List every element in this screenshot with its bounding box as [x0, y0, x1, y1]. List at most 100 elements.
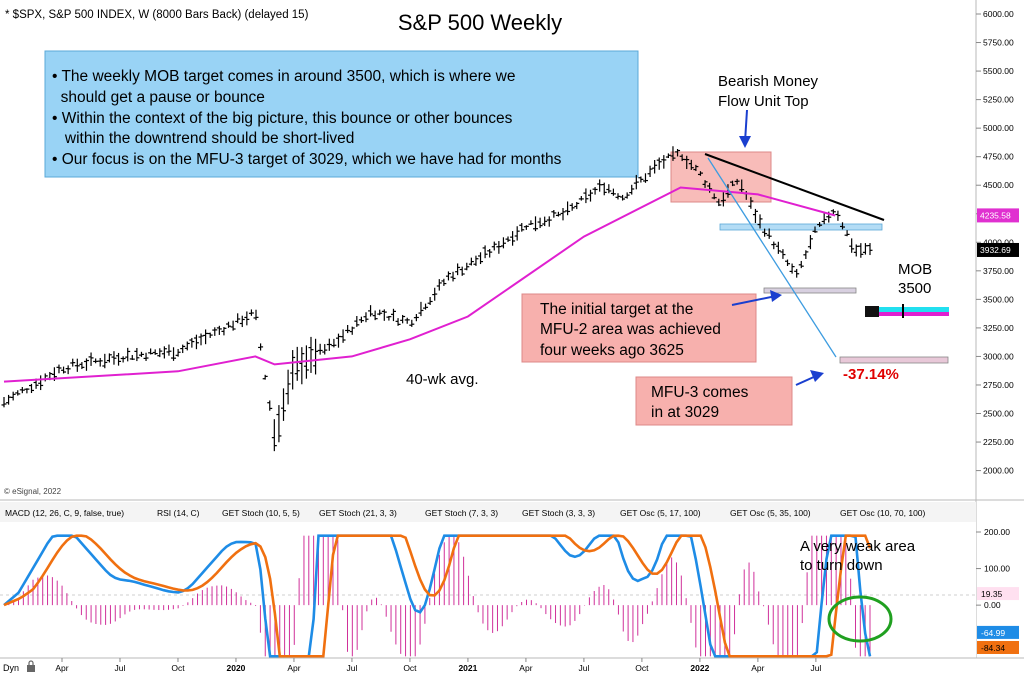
- time-tick-label: Jul: [810, 663, 821, 673]
- mfu3-text: MFU-3 comes: [651, 384, 749, 401]
- price-bar: [661, 155, 667, 169]
- commentary-box: [44, 50, 639, 178]
- macd-tick-label: 0.00: [984, 600, 1001, 610]
- tab-macd[interactable]: MACD (12, 26, C, 9, false, true): [5, 508, 124, 518]
- price-bar: [10, 391, 16, 401]
- price-bar: [473, 255, 479, 266]
- price-bar: [766, 228, 772, 239]
- price-bar: [285, 369, 291, 405]
- price-bar: [546, 216, 552, 227]
- price-bar: [326, 338, 332, 351]
- price-bar: [739, 179, 745, 194]
- price-bar: [331, 338, 337, 348]
- price-bar: [697, 171, 703, 176]
- svg-text:GET Osc (5, 17, 100): GET Osc (5, 17, 100): [620, 508, 701, 518]
- price-bar: [207, 332, 213, 338]
- price-bar: [830, 209, 836, 215]
- tab-osc-10-70[interactable]: GET Osc (10, 70, 100): [840, 508, 926, 518]
- price-bar: [670, 146, 676, 161]
- value-badge: [977, 208, 1019, 223]
- time-tick-label: 2022: [690, 663, 709, 673]
- ma-label: 40-wk avg.: [406, 371, 479, 388]
- price-bar: [450, 271, 456, 282]
- price-bar: [441, 278, 447, 286]
- price-bar: [487, 249, 493, 258]
- price-bar: [844, 230, 850, 237]
- price-bar: [166, 344, 172, 356]
- price-bar: [386, 315, 392, 321]
- price-bar: [235, 313, 241, 324]
- price-bar: [244, 311, 250, 326]
- price-bar: [19, 387, 25, 394]
- tab-rsi[interactable]: RSI (14, C): [157, 508, 200, 518]
- price-bar: [505, 236, 511, 242]
- price-bar: [798, 260, 804, 269]
- price-bar: [427, 297, 433, 305]
- price-bar: [271, 419, 277, 452]
- price-bar: [482, 245, 488, 259]
- tab-osc-5-17[interactable]: GET Osc (5, 17, 100): [620, 508, 701, 518]
- time-tick-label: Oct: [171, 663, 185, 673]
- svg-text:GET Stoch (3, 3, 3): GET Stoch (3, 3, 3): [522, 508, 595, 518]
- price-bar: [111, 351, 117, 365]
- bullet-line: • Within the context of the big picture,…: [52, 110, 513, 127]
- price-bar: [24, 388, 30, 394]
- price-bar: [134, 347, 140, 362]
- price-bar: [647, 165, 653, 177]
- price-tick-label: 3500.00: [983, 294, 1014, 304]
- price-bar: [106, 353, 112, 363]
- mfu3-level-band: [839, 356, 949, 364]
- indicator-tabs: MACD (12, 26, C, 9, false, true) RSI (14…: [0, 502, 976, 522]
- price-bar: [684, 155, 690, 170]
- price-bar: [464, 262, 470, 271]
- tab-stoch-3-3-3[interactable]: GET Stoch (3, 3, 3): [522, 508, 595, 518]
- price-bar: [184, 341, 190, 351]
- time-axis-bar: [0, 658, 1024, 678]
- price-tick-label: 2250.00: [983, 437, 1014, 447]
- time-tick-label: 2020: [227, 663, 246, 673]
- price-bar: [702, 180, 708, 188]
- price-bar: [102, 353, 108, 369]
- value-badge-label: 3932.69: [980, 245, 1011, 255]
- price-bar: [294, 346, 300, 381]
- tab-bar: [0, 502, 976, 522]
- macd-badge: [977, 640, 1019, 654]
- price-tick-label: 4500.00: [983, 180, 1014, 190]
- price-bar: [752, 208, 758, 224]
- tab-osc-5-35[interactable]: GET Osc (5, 35, 100): [730, 508, 811, 518]
- price-bar: [734, 178, 740, 185]
- macd-line: [3, 534, 872, 658]
- price-bar: [79, 362, 85, 370]
- price-bar: [601, 182, 607, 196]
- tab-stoch-7-3-3[interactable]: GET Stoch (7, 3, 3): [425, 508, 498, 518]
- price-bar: [519, 223, 525, 232]
- price-bar: [445, 271, 451, 281]
- lock-icon[interactable]: [27, 660, 35, 672]
- initial-target-box: [521, 293, 757, 363]
- price-bar: [569, 203, 575, 211]
- price-tick-label: 5500.00: [983, 66, 1014, 76]
- price-bar: [372, 310, 378, 321]
- price-bar: [157, 348, 163, 358]
- price-bar: [523, 225, 529, 230]
- price-tick-label: 3000.00: [983, 351, 1014, 361]
- price-bar: [248, 309, 254, 316]
- price-bar: [652, 160, 658, 174]
- tab-stoch-21-3-3[interactable]: GET Stoch (21, 3, 3): [319, 508, 397, 518]
- price-bar: [38, 375, 44, 391]
- price-bar: [514, 226, 520, 241]
- time-tick-label: Apr: [519, 663, 532, 673]
- price-bar: [143, 352, 149, 361]
- price-tick-label: 2000.00: [983, 466, 1014, 476]
- price-bar: [812, 226, 818, 233]
- time-tick-label: Apr: [287, 663, 300, 673]
- tab-stoch-10-5-5[interactable]: GET Stoch (10, 5, 5): [222, 508, 300, 518]
- price-bar: [496, 241, 502, 254]
- price-bar: [620, 194, 626, 201]
- macd-badge: [977, 625, 1019, 639]
- price-bar: [276, 405, 282, 443]
- value-badge: [977, 242, 1019, 257]
